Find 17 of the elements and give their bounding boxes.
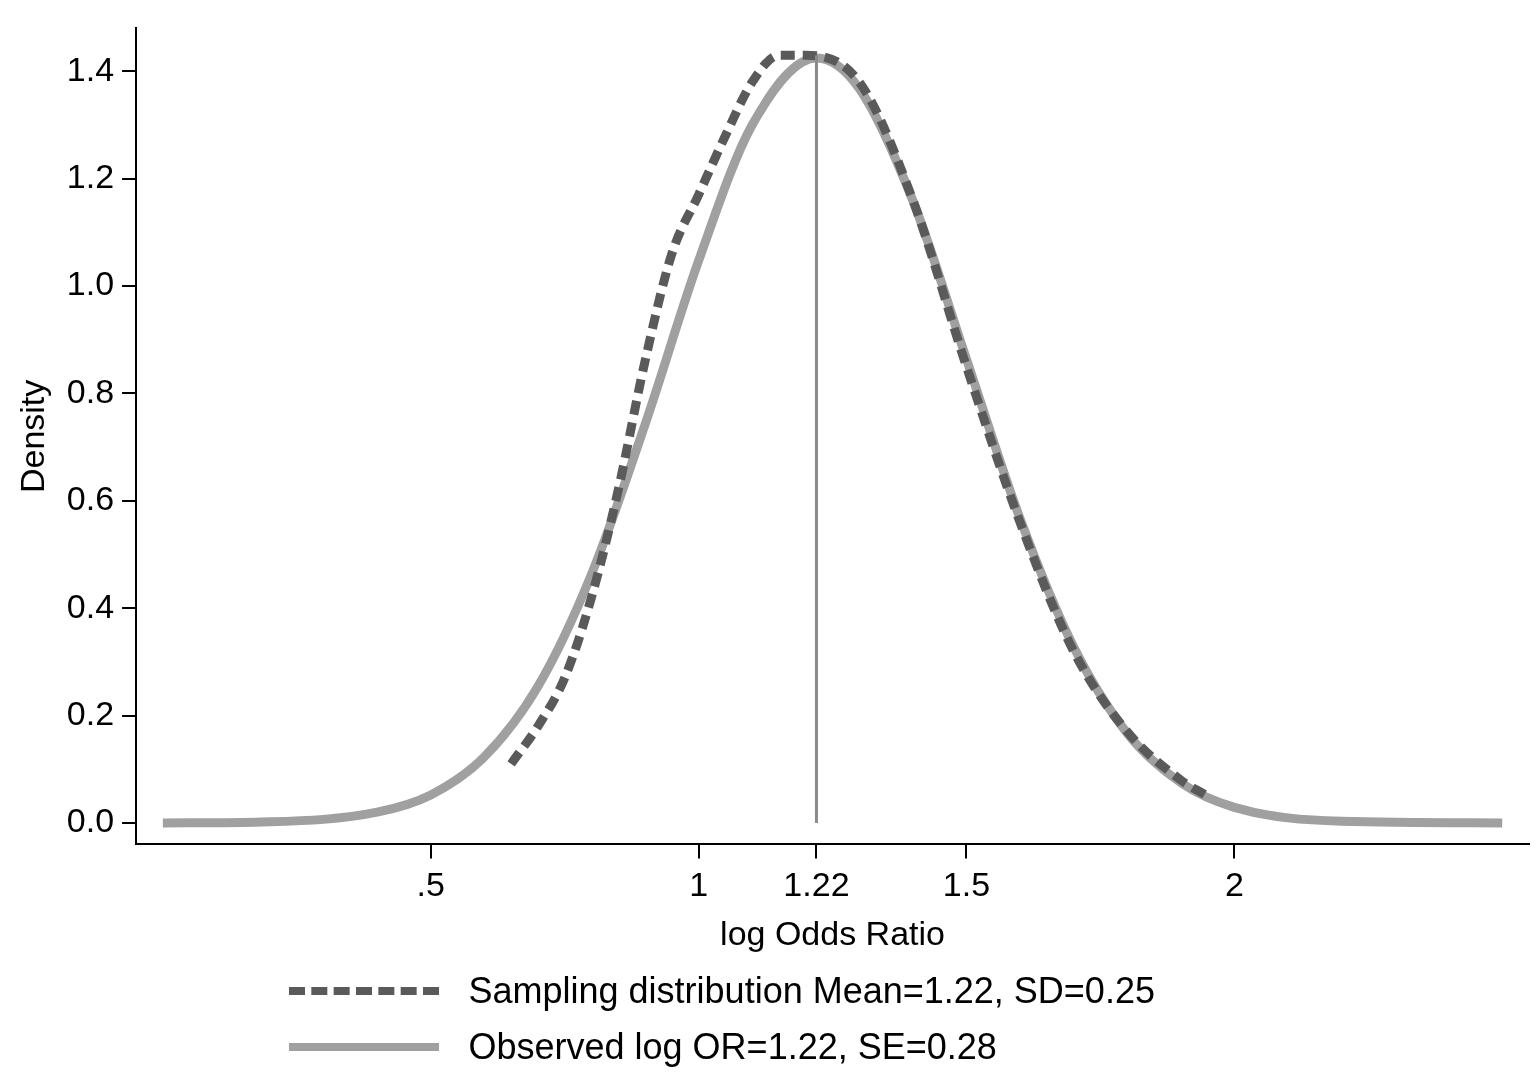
y-tick-label: 1.0 bbox=[66, 264, 115, 303]
legend-label: Observed log OR=1.22, SE=0.28 bbox=[468, 1026, 997, 1068]
y-tick-label: 0.8 bbox=[66, 371, 115, 410]
y-tick-label: 1.2 bbox=[66, 157, 115, 196]
y-tick-label: 1.4 bbox=[66, 49, 115, 88]
y-tick-label: 0.2 bbox=[66, 693, 115, 732]
y-axis-title: Density bbox=[12, 379, 51, 494]
x-tick-label: 1.22 bbox=[783, 865, 850, 904]
x-tick-label: 1.5 bbox=[942, 865, 991, 904]
x-axis-title: log Odds Ratio bbox=[720, 913, 945, 952]
y-tick-label: 0.4 bbox=[66, 586, 115, 625]
y-tick-label: 0.0 bbox=[66, 801, 115, 840]
y-tick-label: 0.6 bbox=[66, 479, 115, 518]
x-tick-label: .5 bbox=[416, 865, 445, 904]
x-tick-label: 2 bbox=[1224, 865, 1244, 904]
x-tick-label: 1 bbox=[689, 865, 709, 904]
legend-label: Sampling distribution Mean=1.22, SD=0.25 bbox=[468, 970, 1155, 1012]
